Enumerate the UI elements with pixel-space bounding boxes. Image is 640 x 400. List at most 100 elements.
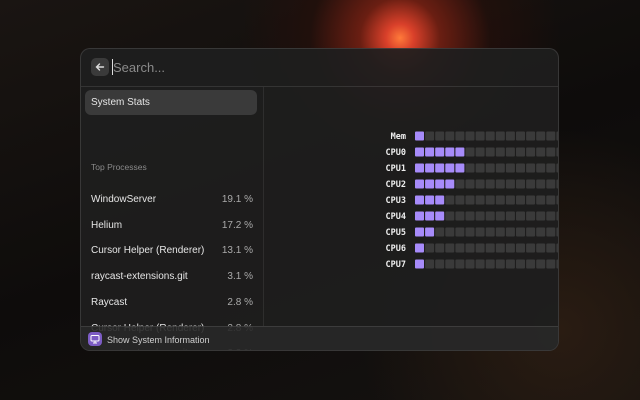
action-icon <box>88 332 102 346</box>
process-item[interactable]: Helium 17.2 % <box>85 213 257 238</box>
process-usage: 2.8 % <box>227 296 253 308</box>
bar-block <box>526 179 536 189</box>
bar-block <box>445 243 455 253</box>
bar-block <box>516 243 525 253</box>
bar-block <box>475 179 485 189</box>
search-bar[interactable]: Search... <box>81 49 558 87</box>
stat-label: Mem <box>391 132 406 142</box>
bar-block <box>445 195 455 205</box>
bar-block <box>546 243 556 253</box>
bar-block <box>465 179 475 189</box>
bar-block <box>485 131 495 141</box>
bar-block <box>556 131 558 141</box>
bar-block <box>556 259 558 269</box>
stat-bar <box>415 131 558 141</box>
bar-block <box>415 163 424 173</box>
process-name: WindowServer <box>91 194 157 205</box>
bar-block <box>556 227 558 237</box>
bar-block <box>425 179 435 189</box>
stat-label: CPU3 <box>386 196 406 206</box>
bar-block <box>526 227 536 237</box>
bar-block <box>526 243 536 253</box>
bar-block <box>445 259 455 269</box>
process-usage: 3.1 % <box>227 271 253 283</box>
bar-block <box>485 179 495 189</box>
bar-block <box>445 147 455 157</box>
bar-block <box>505 195 515 205</box>
process-name: raycast-extensions.git <box>91 271 188 283</box>
bar-block <box>526 131 536 141</box>
stat-bar <box>415 211 558 221</box>
bar-block <box>465 163 475 173</box>
stat-bar <box>415 147 558 157</box>
bar-block <box>536 163 546 173</box>
bar-block <box>475 227 485 237</box>
process-usage: 19.1 % <box>221 194 253 205</box>
process-name: Cursor Helper (Renderer) <box>91 245 205 257</box>
stat-label: CPU6 <box>386 244 406 254</box>
bar-block <box>415 131 424 141</box>
bar-block <box>485 163 495 173</box>
sidebar: System Stats Top Processes WindowServer 1… <box>81 87 264 350</box>
stat-bar <box>415 227 558 237</box>
bar-block <box>475 211 485 221</box>
search-placeholder: Search... <box>113 60 166 75</box>
bar-block <box>536 147 546 157</box>
bar-block <box>526 259 536 269</box>
caret <box>112 59 113 75</box>
footer-action[interactable]: Show System Information <box>107 335 210 345</box>
bar-block <box>485 227 495 237</box>
bar-block <box>465 259 475 269</box>
bar-block <box>485 243 495 253</box>
process-item[interactable]: Raycast 2.8 % <box>85 290 257 315</box>
bar-block <box>475 163 485 173</box>
bar-block <box>516 227 525 237</box>
bar-block <box>546 259 556 269</box>
bar-block <box>536 227 546 237</box>
bar-block <box>415 195 424 205</box>
bar-block <box>556 211 558 221</box>
bar-block <box>415 147 424 157</box>
stat-label: CPU1 <box>386 164 406 174</box>
bar-block <box>516 259 525 269</box>
monitor-icon <box>90 335 100 344</box>
bar-block <box>455 195 465 205</box>
bar-block <box>505 243 515 253</box>
selected-item[interactable]: System Stats <box>85 90 257 115</box>
bar-block <box>475 147 485 157</box>
process-item[interactable]: raycast-extensions.git 3.1 % <box>85 264 257 289</box>
bar-block <box>425 163 435 173</box>
bar-block <box>556 195 558 205</box>
bar-block <box>455 259 465 269</box>
bar-block <box>495 131 505 141</box>
bar-block <box>435 227 445 237</box>
bar-block <box>445 163 455 173</box>
bar-block <box>455 131 465 141</box>
bar-block <box>505 227 515 237</box>
bar-block <box>435 179 445 189</box>
bar-block <box>455 227 465 237</box>
bar-block <box>435 243 445 253</box>
process-item[interactable]: WindowServer 19.1 % <box>85 187 257 212</box>
bar-block <box>556 163 558 173</box>
bar-block <box>536 243 546 253</box>
bar-block <box>495 147 505 157</box>
bar-block <box>546 147 556 157</box>
bar-block <box>435 147 445 157</box>
bar-block <box>495 163 505 173</box>
bar-block <box>425 131 435 141</box>
bar-block <box>546 179 556 189</box>
process-item[interactable]: Cursor Helper (Renderer) 13.1 % <box>85 238 257 263</box>
back-button[interactable] <box>91 58 109 76</box>
bar-block <box>516 163 525 173</box>
bar-block <box>425 211 435 221</box>
bar-block <box>465 195 475 205</box>
bar-block <box>475 195 485 205</box>
bar-block <box>536 211 546 221</box>
bar-block <box>485 147 495 157</box>
stat-label: CPU5 <box>386 228 406 238</box>
bar-block <box>556 243 558 253</box>
bar-block <box>435 163 445 173</box>
process-name: Helium <box>91 219 123 231</box>
